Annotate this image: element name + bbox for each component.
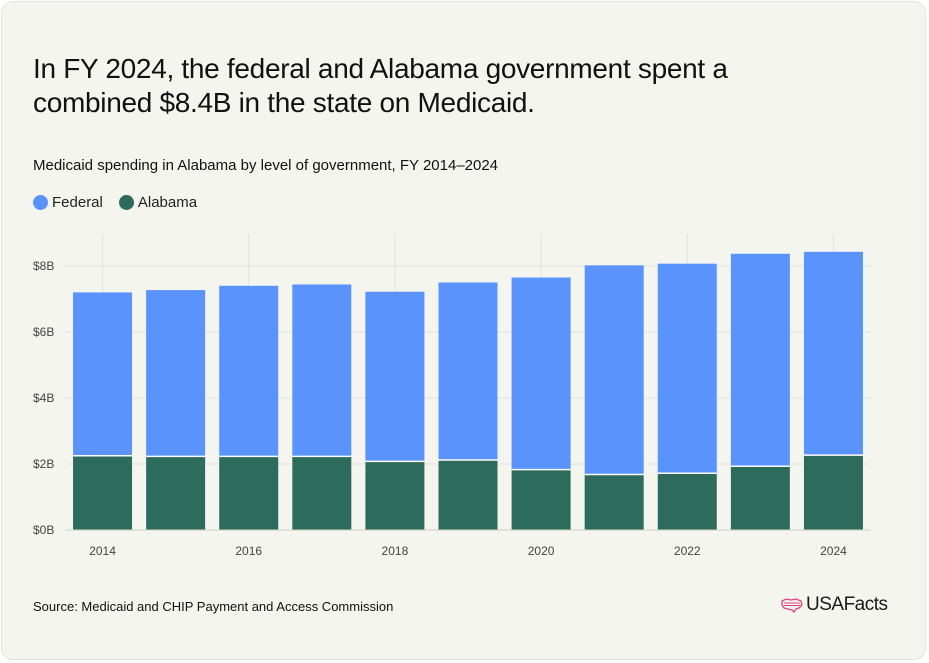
- y-tick-label: $8B: [33, 259, 54, 273]
- bar-federal: [219, 285, 279, 457]
- bar-alabama: [73, 455, 133, 530]
- bar-federal: [730, 253, 790, 467]
- bar-federal: [146, 290, 206, 457]
- bar-alabama: [365, 461, 425, 530]
- legend-swatch-federal: [33, 195, 48, 210]
- bar-alabama: [803, 455, 863, 530]
- bar-federal: [511, 277, 571, 470]
- bar-alabama: [730, 466, 790, 530]
- legend-label-federal: Federal: [52, 194, 103, 211]
- x-tick-label: 2022: [674, 544, 701, 558]
- stacked-bar-chart: $0B $2B $4B $6B $8B 2014 2016 2018 2020 2022 2024: [33, 234, 870, 558]
- bar-federal: [438, 282, 498, 461]
- chart-subtitle: Medicaid spending in Alabama by level of…: [33, 157, 499, 174]
- headline: In FY 2024, the federal and Alabama gove…: [33, 53, 728, 118]
- x-tick-label: 2014: [89, 544, 116, 558]
- x-tick-label: 2024: [820, 544, 847, 558]
- y-tick-label: $0B: [33, 523, 54, 537]
- legend: Federal Alabama: [33, 194, 213, 211]
- legend-item-alabama: Alabama: [118, 194, 198, 211]
- legend-label-alabama: Alabama: [137, 194, 198, 211]
- bar-alabama: [584, 474, 644, 530]
- bar-alabama: [219, 456, 279, 530]
- y-tick-label: $2B: [33, 457, 54, 471]
- logo-text: USAFacts: [806, 594, 888, 615]
- x-tick-label: 2018: [382, 544, 409, 558]
- legend-item-federal: Federal: [33, 194, 103, 211]
- usafacts-logo: USAFacts: [781, 594, 888, 616]
- x-tick-label: 2016: [235, 544, 262, 558]
- us-map-logo-icon: [781, 598, 803, 613]
- y-tick-label: $4B: [33, 391, 54, 405]
- bar-alabama: [657, 473, 717, 530]
- bar-federal: [657, 263, 717, 474]
- bar-federal: [584, 265, 644, 475]
- bar-alabama: [511, 469, 571, 530]
- bar-federal: [73, 292, 133, 456]
- bar-alabama: [146, 456, 206, 530]
- bar-federal: [803, 251, 863, 456]
- bar-federal: [292, 284, 352, 457]
- legend-swatch-alabama: [118, 195, 134, 210]
- bar-alabama: [438, 460, 498, 530]
- bar-alabama: [292, 456, 352, 530]
- source-note: Source: Medicaid and CHIP Payment and Ac…: [33, 599, 394, 614]
- x-tick-label: 2020: [528, 544, 555, 558]
- bar-federal: [365, 291, 425, 462]
- y-tick-label: $6B: [33, 325, 54, 339]
